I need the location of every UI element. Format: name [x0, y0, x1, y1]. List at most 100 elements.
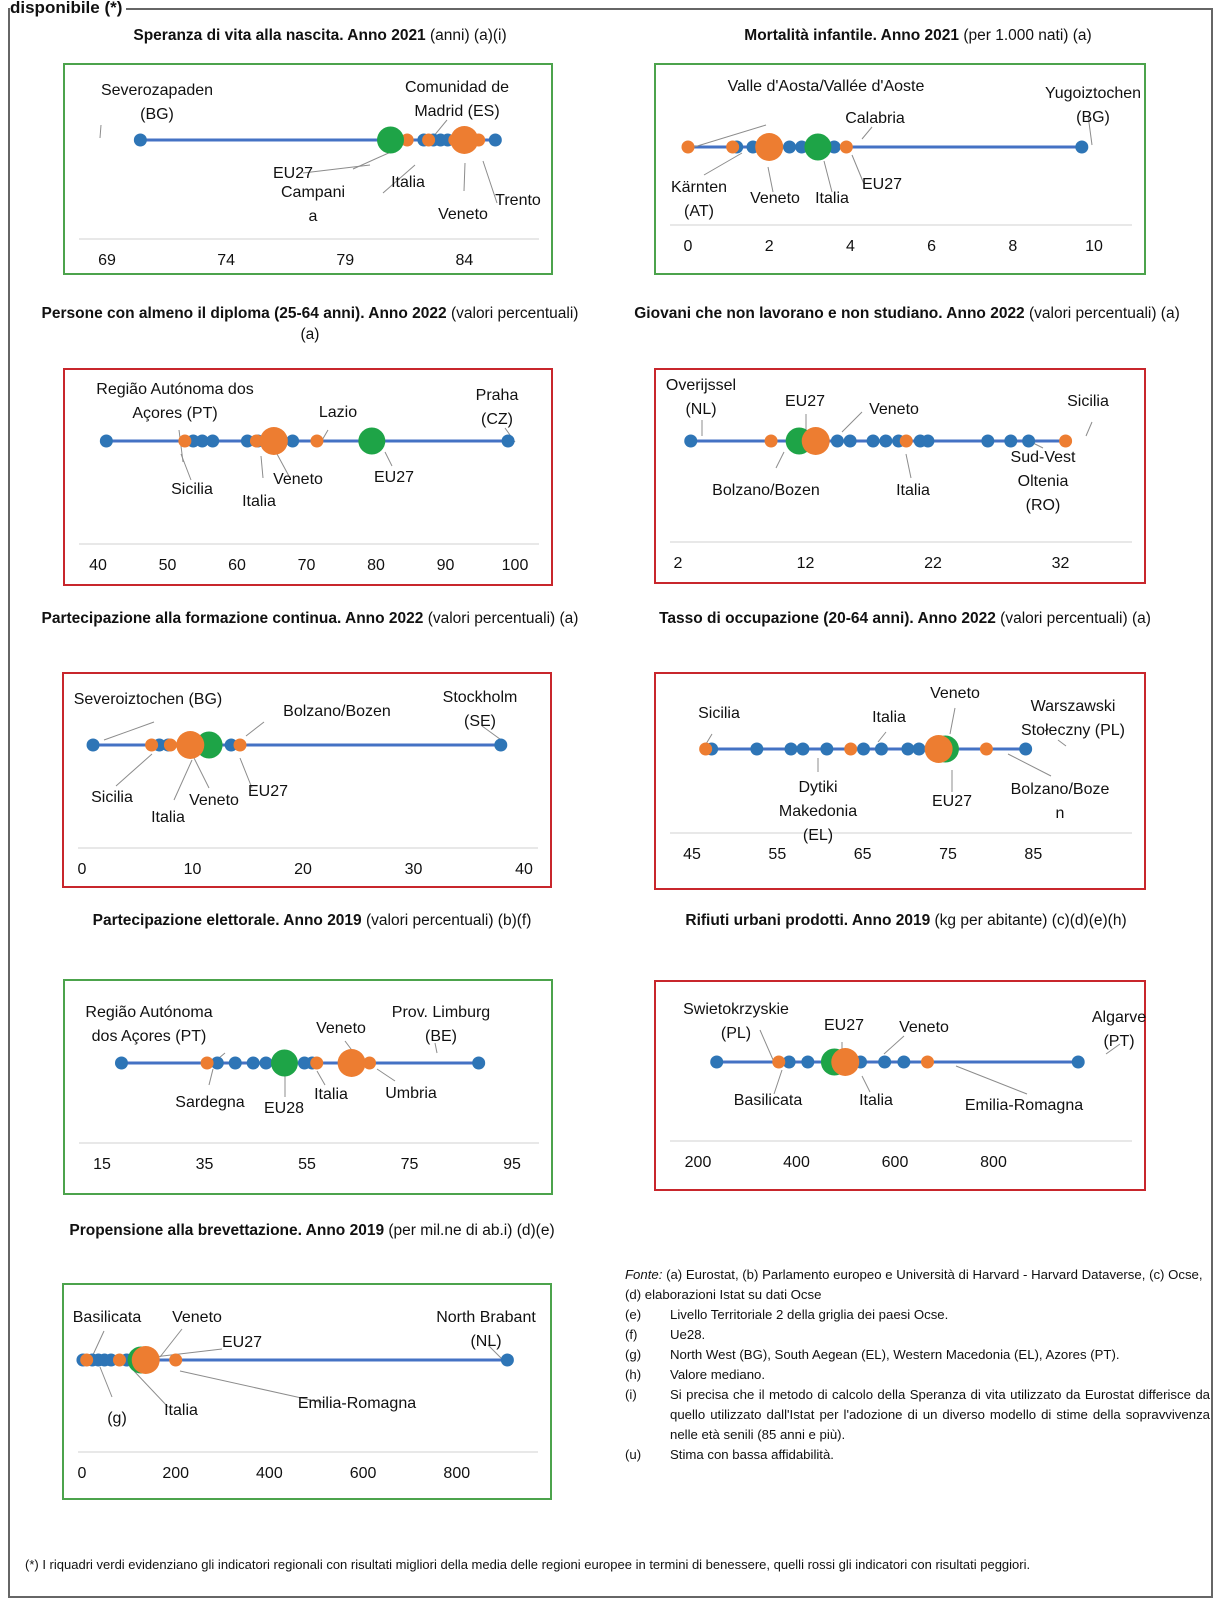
point-label: Sicilia	[1067, 393, 1109, 410]
italian-region-point	[755, 133, 784, 161]
region-point	[843, 434, 857, 448]
note-key: (e)	[625, 1307, 642, 1322]
italian-region-point	[699, 742, 713, 756]
point-label: Sicilia	[91, 789, 133, 806]
sources-intro: Fonte: (a) Eurostat, (b) Parlamento euro…	[625, 1265, 1210, 1305]
label-leader-line	[851, 154, 865, 185]
chart-title: Partecipazione elettorale. Anno 2019 (va…	[32, 910, 592, 931]
note-row: (h) Valore mediano.	[625, 1365, 1210, 1385]
x-tick-label: 60	[228, 557, 246, 574]
chart-subtitle: (per 1.000 nati) (a)	[959, 27, 1092, 44]
label-leader-line	[103, 721, 155, 741]
x-tick-label: 90	[437, 557, 455, 574]
region-point	[921, 434, 935, 448]
x-tick-label: 55	[768, 846, 786, 863]
x-tick-label: 55	[298, 1156, 316, 1173]
label-leader-line	[775, 451, 785, 469]
italian-region-point	[249, 434, 263, 448]
x-tick-label: 100	[502, 557, 529, 574]
point-label: Severoiztochen (BG)	[74, 691, 223, 708]
label-leader-line	[861, 1075, 871, 1093]
point-label: Emilia-Romagna	[965, 1097, 1083, 1114]
point-label: EU27	[222, 1334, 262, 1351]
note-key: (g)	[625, 1347, 642, 1362]
sources-intro-label: Fonte:	[625, 1267, 663, 1282]
x-tick-label: 40	[515, 861, 533, 878]
italian-region-point	[363, 1056, 377, 1070]
italian-region-point	[310, 1056, 324, 1070]
x-tick-label: 50	[159, 557, 177, 574]
eu-average-point	[270, 1049, 298, 1077]
note-row: (e) Livello Territoriale 2 della griglia …	[625, 1305, 1210, 1325]
note-row: (i) Si precisa che il metodo di calcolo d…	[625, 1385, 1210, 1445]
italian-region-point	[801, 427, 830, 455]
note-text: Valore mediano.	[670, 1367, 766, 1382]
chart-box-good: Severozapaden (BG) Comunidad de Madrid (ES)…	[63, 63, 553, 275]
region-point	[857, 742, 871, 756]
region-point	[901, 742, 915, 756]
figure-frame: disponibile (*)	[8, 0, 1213, 1598]
point-label: Yugoiztochen (BG)	[1045, 85, 1141, 126]
region-point	[820, 742, 834, 756]
point-label: Italia	[391, 174, 425, 191]
chart-title: Speranza di vita alla nascita. Anno 2021…	[50, 25, 590, 46]
region-point	[879, 434, 893, 448]
x-tick-label: 85	[1024, 846, 1042, 863]
page-footnote: (*) I riquadri verdi evidenziano gli ind…	[25, 1557, 1031, 1572]
eu-average-point	[377, 126, 404, 154]
x-tick-label: 6	[927, 238, 936, 255]
point-label: Veneto	[172, 1309, 222, 1326]
label-leader-line	[1085, 421, 1093, 437]
region-point	[246, 1056, 260, 1070]
label-leader-line	[1007, 753, 1052, 777]
point-label: Bolzano/Bozen	[712, 482, 820, 499]
point-label: Veneto	[869, 401, 919, 418]
point-label: Região Autónoma dos Açores (PT)	[85, 1004, 212, 1045]
label-leader-line	[703, 152, 743, 176]
point-label: Severozapaden (BG)	[101, 82, 213, 123]
italian-region-point	[844, 742, 858, 756]
italian-region-point	[1059, 434, 1073, 448]
italian-region-point	[921, 1055, 935, 1069]
chart-box-bad: Região Autónoma dos Açores (PT) Lazio Praha…	[63, 368, 553, 586]
label-leader-line	[1057, 739, 1067, 747]
label-leader-line	[193, 757, 210, 789]
chart-svg: Severoiztochen (BG) Bolzano/Bozen Stockhol…	[74, 689, 538, 878]
region-point	[981, 434, 995, 448]
x-tick-label: 800	[980, 1154, 1007, 1171]
point-label: Italia	[164, 1402, 198, 1419]
label-leader-line	[434, 1042, 438, 1054]
italian-region-point	[839, 140, 853, 154]
note-key: (h)	[625, 1367, 642, 1382]
label-leader-line	[482, 160, 498, 204]
region-point	[210, 1056, 224, 1070]
italian-region-point	[178, 434, 192, 448]
region-point	[1004, 434, 1018, 448]
x-tick-label: 45	[683, 846, 701, 863]
x-tick-label: 75	[401, 1156, 419, 1173]
region-point	[796, 742, 810, 756]
label-leader-line	[99, 124, 102, 139]
label-leader-line	[99, 1366, 113, 1398]
italian-region-point	[337, 1049, 366, 1077]
label-leader-line	[352, 150, 394, 170]
chart-svg: Severozapaden (BG) Comunidad de Madrid (ES)…	[79, 79, 541, 269]
label-leader-line	[153, 1348, 223, 1358]
point-label: EU27	[932, 793, 972, 810]
x-tick-label: 0	[78, 861, 87, 878]
italian-region-point	[145, 738, 159, 752]
label-leader-line	[245, 721, 265, 737]
label-leader-line	[693, 124, 767, 148]
chart-title-text: Speranza di vita alla nascita. Anno 2021	[133, 27, 426, 44]
point-label: Warszawski Stołeczny (PL)	[1021, 698, 1125, 739]
point-label: Dytiki Makedonia (EL)	[779, 779, 857, 844]
note-key: (i)	[625, 1387, 637, 1402]
point-label: Overijssel (NL)	[666, 377, 736, 418]
point-label: Umbria	[385, 1085, 437, 1102]
chart-title: Mortalità infantile. Anno 2021 (per 1.00…	[638, 25, 1198, 46]
label-leader-line	[376, 1068, 396, 1082]
region-point	[750, 742, 764, 756]
label-leader-line	[382, 164, 416, 194]
point-label: Veneto	[273, 471, 323, 488]
region-point	[472, 1056, 486, 1070]
